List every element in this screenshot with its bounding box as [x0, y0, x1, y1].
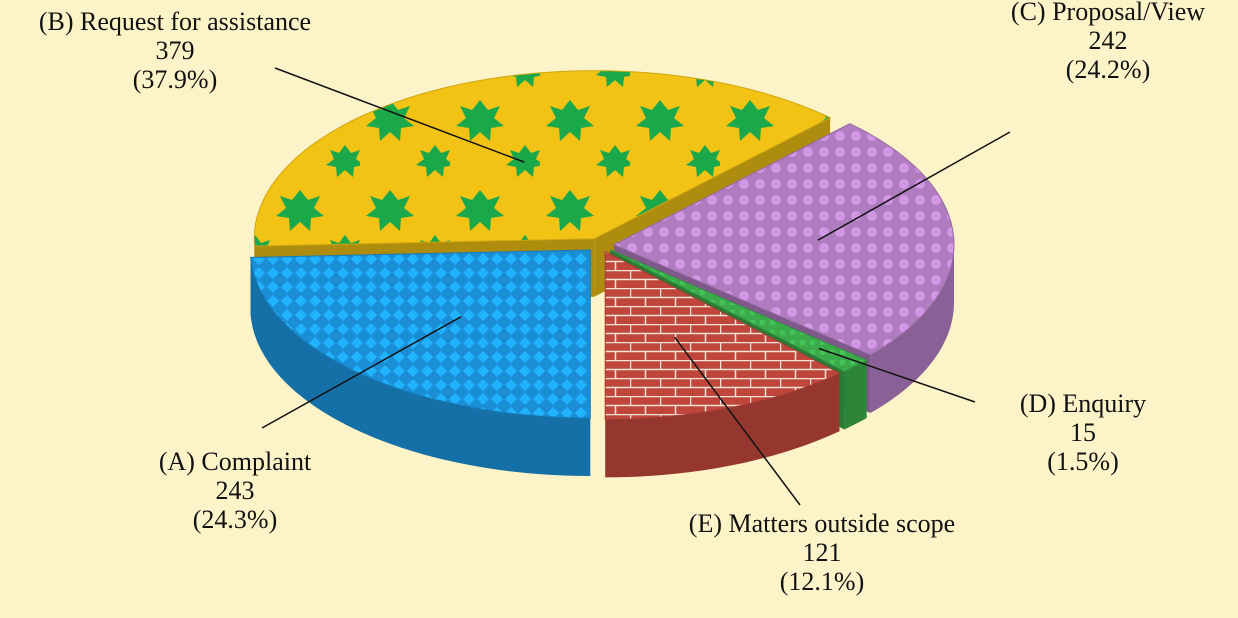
value-label: 242: [1089, 26, 1128, 55]
value-label: 15: [1070, 418, 1096, 447]
category-label: (A) Complaint: [159, 447, 312, 476]
category-label: (B) Request for assistance: [39, 7, 311, 36]
leader-line: [818, 347, 976, 403]
slice: [604, 250, 841, 420]
slice: [612, 123, 955, 356]
value-label: 121: [803, 538, 842, 567]
slice-side: [605, 373, 840, 478]
value-label: 243: [216, 476, 255, 505]
slice: [250, 249, 591, 419]
category-label: (C) Proposal/View: [1011, 0, 1205, 26]
category-label: (E) Matters outside scope: [689, 509, 955, 538]
percentage-label: (1.5%): [1047, 447, 1118, 476]
leader-line: [673, 336, 801, 506]
percentage-label: (24.3%): [193, 505, 277, 534]
leader-line: [817, 131, 1011, 241]
leader-line: [274, 67, 525, 163]
category-label: (D) Enquiry: [1020, 389, 1146, 418]
slice-side: [844, 360, 867, 430]
percentage-label: (37.9%): [133, 65, 217, 94]
leader-line: [261, 316, 462, 429]
slice: [609, 249, 868, 373]
slice-side: [250, 257, 591, 476]
percentage-label: (24.2%): [1066, 55, 1150, 84]
percentage-label: (12.1%): [780, 567, 864, 596]
value-label: 379: [156, 36, 195, 65]
slice-side: [870, 244, 954, 413]
